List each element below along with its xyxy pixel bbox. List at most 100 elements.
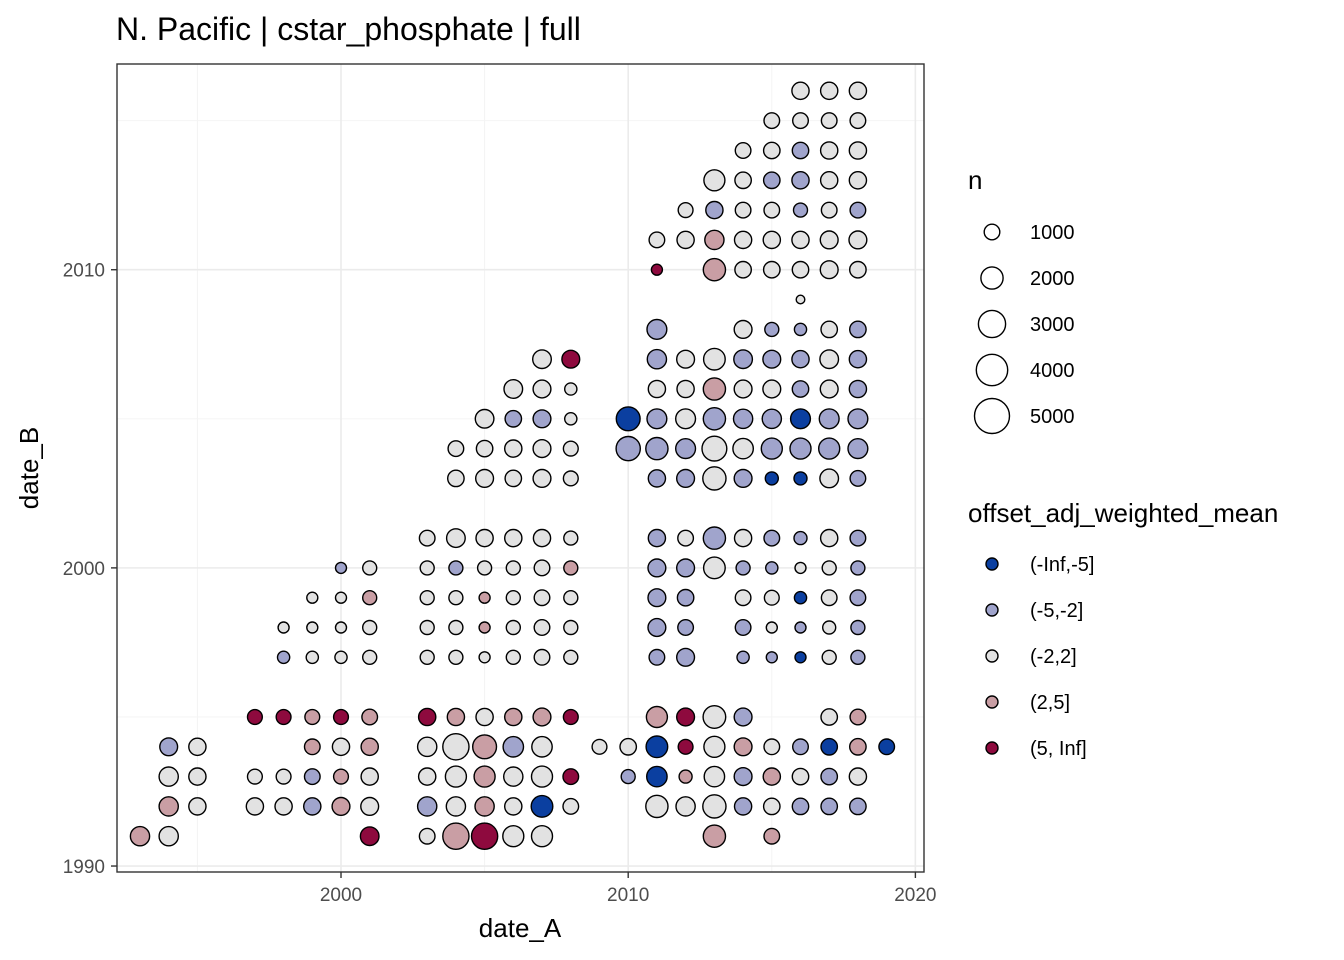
data-point [562,797,580,815]
data-point [505,590,521,606]
data-point [504,469,523,488]
data-point [362,590,378,606]
data-point [419,649,435,665]
data-point [818,437,841,460]
data-point [675,468,696,488]
data-point [448,619,464,636]
size-legend-key [977,309,1007,339]
x-tick-label: 2010 [607,885,649,906]
data-point [789,437,812,460]
data-point [765,621,778,634]
data-point [674,408,697,430]
color-legend-key [985,603,999,617]
color-legend-label: (5, Inf] [1030,738,1087,760]
data-point [306,591,319,604]
data-point [732,437,754,460]
data-point [762,349,782,369]
data-point [675,647,696,667]
data-point [675,796,696,817]
data-point [334,591,348,604]
data-point [704,229,725,251]
data-point [849,708,867,726]
data-point [878,738,896,756]
data-point [847,438,869,460]
data-point [705,200,724,220]
data-point [794,621,807,634]
data-point [762,230,782,250]
data-point [819,170,839,190]
data-point [332,768,350,785]
data-point [676,379,695,399]
data-point [847,408,869,430]
data-point [793,471,808,486]
major-grid [117,64,924,872]
data-point [849,529,867,547]
data-point [532,468,552,488]
data-point [849,320,867,339]
data-point [791,170,810,190]
data-point [532,707,552,727]
data-point [675,707,696,727]
data-point [646,408,668,430]
data-point [702,705,727,730]
data-point [763,589,780,606]
data-point [504,409,523,428]
data-point [563,619,579,636]
data-point [302,797,322,816]
data-point [702,556,726,580]
data-point [647,617,667,638]
data-point [820,708,839,726]
data-point [334,561,348,575]
data-point [819,260,839,280]
plot-panel [116,63,925,873]
data-point [362,649,378,665]
data-point [306,621,319,634]
data-point [533,648,551,666]
data-point [362,619,378,636]
size-legend-title: n [968,165,982,195]
data-point [792,112,810,130]
data-point [158,796,179,817]
data-point [562,470,579,487]
data-point [304,708,321,726]
data-point [795,294,806,305]
data-point [361,708,379,726]
data-point [445,796,467,817]
data-point [419,619,435,636]
data-point [793,590,808,605]
data-point [820,767,839,786]
data-point [791,797,810,816]
data-point [246,708,264,726]
data-point [819,379,839,399]
data-point [792,738,810,756]
size-legend: n 1000 2000 3000 4000 5000 [968,165,1075,435]
data-point [478,621,491,634]
size-legend-key [980,266,1004,290]
x-axis-title: date_A [479,913,562,943]
data-point [849,589,867,607]
size-legend-key [983,223,1001,241]
y-tick-label: 1990 [63,857,105,878]
data-point [819,81,839,101]
data-point [793,530,808,546]
data-point [448,560,464,576]
data-point [820,737,839,756]
data-point [645,436,669,461]
data-point [820,201,838,219]
data-point [820,797,839,816]
data-point [360,796,380,816]
data-point [505,619,521,636]
data-point [129,825,151,847]
y-axis-title: date_B [14,427,44,509]
data-point [733,379,753,399]
data-point [734,141,752,159]
data-point [334,621,348,634]
data-point [532,409,552,429]
data-point [849,260,867,279]
data-point [562,440,579,457]
data-point [822,620,837,635]
data-point [533,619,551,637]
data-point [647,469,667,488]
color-legend-key [985,695,999,709]
